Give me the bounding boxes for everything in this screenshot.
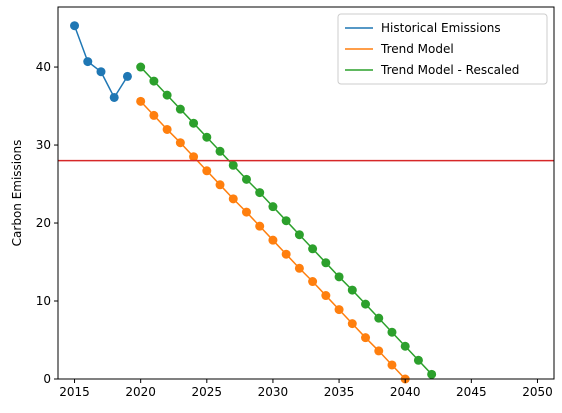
legend-box: [337, 13, 548, 85]
series-point-2-1: [149, 76, 159, 86]
series-point-2-2: [162, 90, 172, 100]
series-point-0-3: [109, 92, 119, 102]
series-point-2-9: [255, 188, 265, 198]
series-point-2-13: [308, 244, 318, 254]
series-point-1-17: [361, 333, 371, 343]
series-point-1-5: [202, 166, 212, 176]
series-point-1-1: [149, 110, 159, 120]
series-point-0-4: [122, 71, 132, 81]
plot-frame: [57, 6, 555, 380]
legend-label-2: Trend Model - Rescaled: [380, 63, 519, 77]
x-tick-label: 2020: [125, 385, 156, 399]
series-point-0-0: [70, 21, 80, 31]
series-point-2-22: [427, 369, 437, 379]
series-point-1-6: [215, 180, 225, 190]
y-tick-label: 0: [43, 372, 51, 386]
series-point-2-19: [387, 327, 397, 337]
y-tick-label: 10: [36, 294, 51, 308]
series-point-2-14: [321, 258, 331, 268]
series-point-0-2: [96, 67, 106, 77]
series-point-1-19: [387, 360, 397, 370]
series-point-1-11: [281, 249, 291, 259]
series-point-2-4: [189, 118, 199, 128]
series-point-1-2: [162, 124, 172, 134]
series-point-2-17: [361, 299, 371, 309]
series-point-0-1: [83, 57, 93, 67]
x-tick-label: 2035: [324, 385, 355, 399]
series-point-1-4: [189, 152, 199, 162]
y-tick-label: 40: [36, 60, 51, 74]
legend-label-0: Historical Emissions: [381, 21, 501, 35]
legend-label-1: Trend Model: [380, 42, 454, 56]
x-tick-label: 2025: [192, 385, 223, 399]
series-point-2-7: [228, 160, 238, 170]
legend: Historical Emissions Trend Model Trend Mod…: [337, 13, 548, 85]
series-point-1-9: [255, 221, 265, 231]
series-point-2-10: [268, 202, 278, 212]
series-point-2-18: [374, 313, 384, 323]
series-point-1-12: [294, 263, 304, 273]
series-point-2-21: [413, 355, 423, 365]
series-point-2-6: [215, 146, 225, 156]
series-point-1-10: [268, 235, 278, 245]
series-point-1-18: [374, 346, 384, 356]
x-tick-label: 2040: [390, 385, 421, 399]
x-tick-label: 2030: [258, 385, 289, 399]
series-point-1-14: [321, 291, 331, 301]
y-axis-label: Carbon Emissions: [10, 140, 24, 247]
series-point-1-13: [308, 277, 318, 287]
x-tick-label: 2015: [59, 385, 90, 399]
series-point-1-15: [334, 305, 344, 315]
x-tick-label: 2045: [456, 385, 487, 399]
y-tick-label: 30: [36, 138, 51, 152]
series-point-2-8: [241, 174, 251, 184]
y-tick-label: 20: [36, 216, 51, 230]
series-point-2-16: [347, 285, 357, 295]
series-point-2-11: [281, 216, 291, 226]
series-point-1-7: [228, 194, 238, 204]
series-point-2-12: [294, 230, 304, 240]
series-point-2-3: [175, 104, 185, 114]
series-point-2-15: [334, 272, 344, 282]
series-point-2-5: [202, 132, 212, 142]
series-point-1-3: [175, 138, 185, 148]
plot-marks: [58, 21, 554, 384]
series-point-1-16: [347, 319, 357, 329]
series-point-2-20: [400, 341, 410, 351]
series-point-1-8: [241, 207, 251, 217]
y-axis: 0 10 20 30 40: [36, 60, 58, 386]
x-tick-label: 2050: [522, 385, 553, 399]
series-point-2-0: [136, 62, 146, 72]
x-axis: 2015 2020 2025 2030 2035 2040 2045 2050: [59, 379, 553, 399]
series-point-1-0: [136, 96, 146, 106]
